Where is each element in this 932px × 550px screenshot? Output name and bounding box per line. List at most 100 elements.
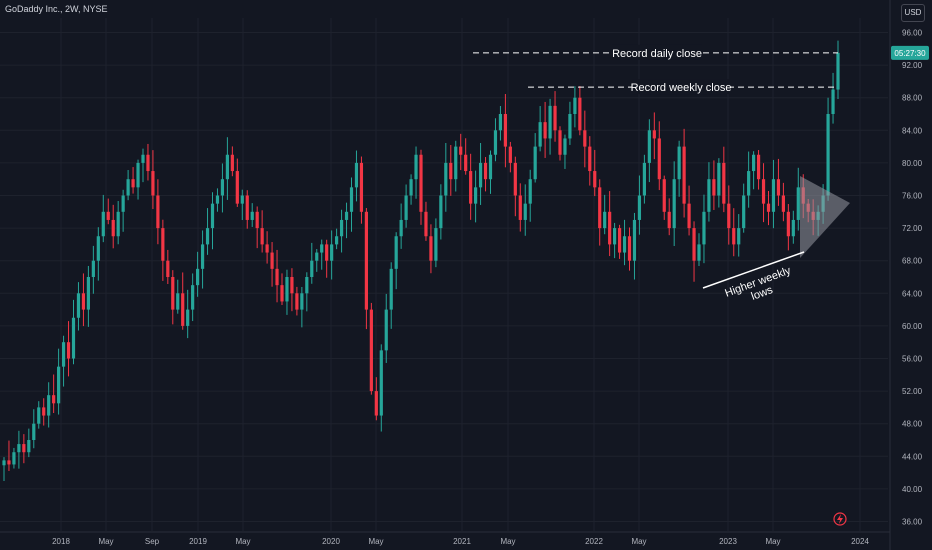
candle-body — [330, 244, 334, 261]
candle-body — [598, 187, 602, 229]
candle-body — [702, 211, 706, 245]
candle-body — [17, 444, 21, 453]
y-tick-label: 92.00 — [902, 61, 923, 70]
current-price-countdown: 05:27:30 — [894, 49, 926, 58]
y-tick-label: 72.00 — [902, 224, 923, 233]
candle-body — [478, 162, 483, 188]
candle-body — [136, 162, 140, 188]
y-tick-label: 36.00 — [902, 518, 923, 527]
x-tick-label: May — [765, 537, 780, 546]
y-tick-label: 88.00 — [902, 94, 923, 103]
candle-body — [399, 219, 403, 237]
candle-body — [191, 285, 195, 310]
candle-body — [131, 179, 135, 188]
y-tick-label: 76.00 — [902, 192, 923, 201]
candle-body — [613, 228, 617, 245]
candle-body — [474, 187, 478, 204]
candle-body — [796, 187, 800, 220]
candle-body — [369, 309, 373, 392]
candle-body — [444, 162, 448, 196]
candle-body — [22, 444, 26, 453]
candle-body — [449, 162, 453, 180]
candle-body — [310, 260, 314, 277]
candle-body — [315, 252, 319, 261]
candle-body — [42, 407, 46, 416]
y-tick-label: 60.00 — [902, 322, 923, 331]
currency-selector[interactable]: USD — [901, 4, 925, 22]
y-tick-label: 44.00 — [902, 452, 923, 461]
candle-body — [419, 154, 423, 212]
x-tick-label: May — [235, 537, 250, 546]
candle-body — [250, 211, 254, 220]
candle-body — [265, 244, 269, 253]
candle-body — [513, 162, 517, 196]
candle-body — [379, 350, 383, 416]
candle-body — [553, 105, 557, 131]
x-tick-label: May — [368, 537, 383, 546]
candle-body — [687, 203, 691, 229]
candle-body — [752, 154, 756, 172]
label-backdrop — [632, 79, 730, 95]
y-tick-label: 84.00 — [902, 126, 923, 135]
candle-body — [196, 268, 200, 286]
candle-body — [538, 122, 542, 147]
candle-body — [210, 203, 215, 229]
candle-body — [766, 203, 771, 212]
candle-body — [81, 293, 86, 310]
candle-body — [349, 187, 354, 212]
candle-body — [588, 146, 592, 172]
record-weekly-close-label: Record weekly close — [631, 82, 732, 94]
candle-body — [364, 211, 368, 310]
candle-body — [354, 162, 359, 188]
candle-body — [389, 268, 393, 310]
candle-body — [617, 228, 622, 253]
candle-body — [791, 219, 795, 237]
candle-body — [737, 228, 741, 245]
x-tick-label: 2023 — [719, 537, 737, 546]
candle-body — [305, 277, 309, 294]
x-tick-label: 2024 — [851, 537, 869, 546]
candle-body — [414, 154, 418, 180]
y-tick-label: 52.00 — [902, 387, 923, 396]
candle-body — [27, 440, 31, 453]
candle-body — [727, 203, 731, 229]
candle-body — [300, 293, 304, 310]
candle-body — [667, 211, 671, 229]
candle-body — [657, 138, 661, 180]
candle-body — [568, 114, 572, 139]
candle-body — [225, 154, 229, 180]
candle-body — [439, 195, 443, 229]
candle-body — [583, 130, 587, 147]
candle-body — [692, 228, 696, 261]
candle-body — [146, 154, 150, 172]
y-tick-label: 68.00 — [902, 257, 923, 266]
candle-body — [215, 195, 220, 204]
x-tick-label: May — [631, 537, 646, 546]
candle-body — [61, 342, 66, 367]
candle-body — [717, 162, 721, 196]
candle-body — [359, 162, 364, 212]
y-tick-label: 64.00 — [902, 289, 923, 298]
candle-body — [523, 203, 527, 220]
price-badge: 05:27:30 — [891, 45, 929, 60]
x-tick-label: 2018 — [52, 537, 70, 546]
candle-body — [91, 260, 95, 277]
candle-body — [697, 244, 701, 261]
candle-body — [344, 211, 349, 220]
candle-body — [781, 195, 785, 212]
candle-body — [836, 52, 840, 90]
candle-body — [647, 130, 651, 163]
candle-body — [776, 179, 781, 196]
candle-body — [593, 171, 597, 188]
candle-body — [459, 146, 463, 155]
candle-body — [533, 146, 537, 180]
candle-body — [240, 195, 244, 204]
candle-body — [508, 146, 512, 163]
candle-body — [151, 171, 155, 196]
candle-body — [528, 179, 532, 204]
lightning-icon[interactable] — [833, 512, 847, 526]
y-tick-label: 56.00 — [902, 355, 923, 364]
candle-body — [57, 366, 61, 404]
candle-body — [12, 452, 16, 465]
